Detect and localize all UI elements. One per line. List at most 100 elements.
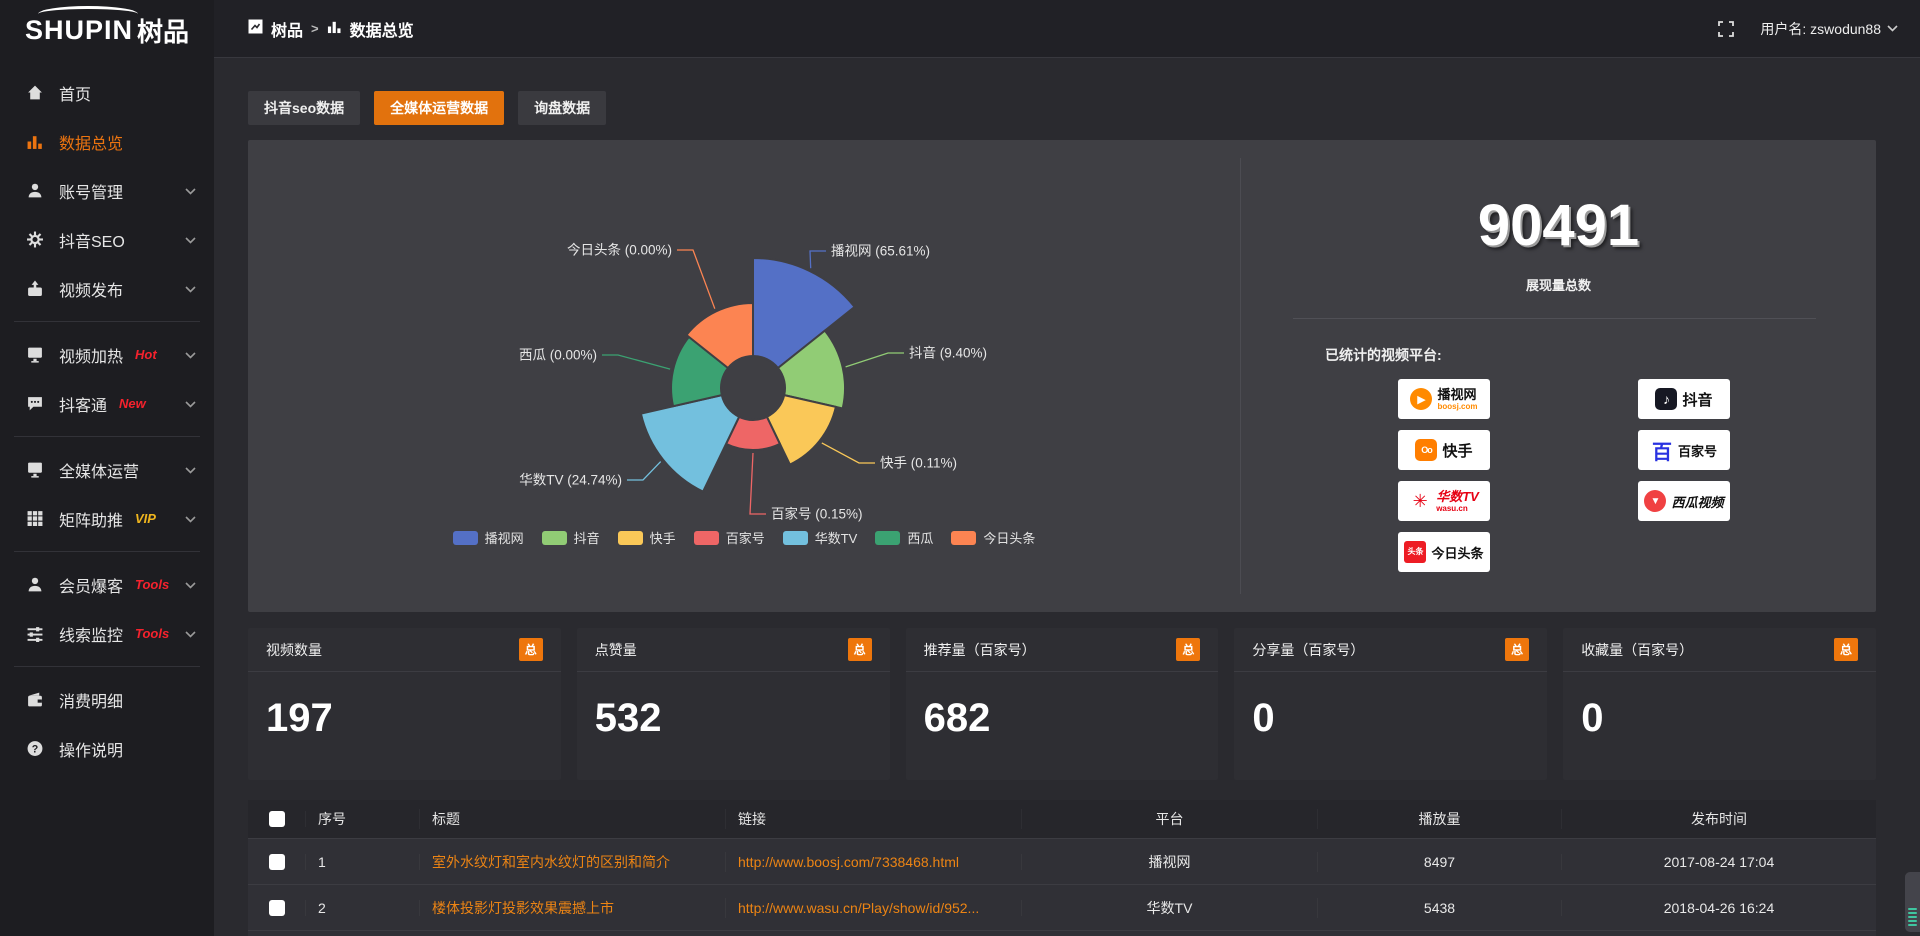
breadcrumb-current-icon bbox=[327, 19, 342, 39]
sidebar-item-home[interactable]: 首页 bbox=[0, 68, 214, 117]
boosj-logo-icon: ▶ bbox=[1410, 388, 1433, 410]
pie-slice-0[interactable] bbox=[752, 256, 857, 370]
sidebar-item-matrix-boost[interactable]: 矩阵助推 VIP bbox=[0, 494, 214, 543]
tab-douyin-seo-data[interactable]: 抖音seo数据 bbox=[248, 91, 361, 125]
platform-badge-kuaishou: Oo 快手 bbox=[1398, 430, 1490, 470]
monitor-icon bbox=[26, 346, 44, 363]
total-badge: 总 bbox=[1833, 638, 1858, 661]
table-row-clipped bbox=[248, 930, 1876, 936]
pie-label-line bbox=[677, 249, 716, 309]
wallet-icon bbox=[26, 691, 44, 708]
row-checkbox[interactable] bbox=[268, 853, 285, 870]
grid-icon bbox=[26, 510, 44, 527]
pie-label-line bbox=[627, 461, 662, 481]
chat-bubble-icon bbox=[26, 395, 44, 412]
sidebar-item-douketong[interactable]: 抖客通 New bbox=[0, 379, 214, 428]
pie-slice-1[interactable] bbox=[776, 329, 846, 410]
pie-label: 抖音 (9.40%) bbox=[909, 345, 987, 361]
video-title-link[interactable]: 室外水纹灯和室内水纹灯的区别和简介 bbox=[420, 851, 726, 872]
sliders-icon bbox=[26, 625, 44, 642]
row-index: 2 bbox=[306, 899, 420, 916]
floating-side-widget[interactable] bbox=[1905, 872, 1920, 932]
sidebar-divider bbox=[14, 666, 200, 667]
table-row: 1 室外水纹灯和室内水纹灯的区别和简介 http://www.boosj.com… bbox=[248, 838, 1876, 884]
pie-label-line bbox=[845, 352, 904, 368]
platforms-label: 已统计的视频平台: bbox=[1325, 347, 1442, 363]
sidebar-item-member-baoke[interactable]: 会员爆客 Tools bbox=[0, 560, 214, 609]
chevron-down-icon bbox=[185, 625, 196, 643]
gear-icon bbox=[26, 231, 44, 248]
legend-chip bbox=[875, 530, 901, 545]
tab-omnimedia-data[interactable]: 全媒体运营数据 bbox=[374, 91, 505, 125]
sidebar-item-lead-monitor[interactable]: 线索监控 Tools bbox=[0, 609, 214, 658]
legend-item[interactable]: 百家号 bbox=[693, 528, 765, 547]
chevron-down-icon bbox=[185, 395, 196, 413]
row-checkbox[interactable] bbox=[268, 899, 285, 916]
breadcrumb-root[interactable]: 树品 bbox=[271, 22, 304, 40]
card-recommendations: 推荐量（百家号）总 682 bbox=[905, 628, 1219, 780]
legend-chip bbox=[951, 530, 977, 545]
pie-label-line bbox=[602, 354, 671, 370]
sidebar-item-data-overview[interactable]: 数据总览 bbox=[0, 117, 214, 166]
sidebar-item-video-heat[interactable]: 视频加热 Hot bbox=[0, 330, 214, 379]
user-icon bbox=[26, 576, 44, 593]
stat-cards: 视频数量总 197 点赞量总 532 推荐量（百家号）总 682 分享量（百家号… bbox=[248, 628, 1876, 780]
legend-chip bbox=[452, 530, 478, 545]
toutiao-logo-icon: 头条 bbox=[1404, 541, 1427, 563]
user-menu[interactable]: 用户名: zswodun88 bbox=[1760, 19, 1898, 39]
row-platform: 华数TV bbox=[1022, 897, 1318, 918]
pie-label: 百家号 (0.15%) bbox=[771, 506, 863, 522]
total-badge: 总 bbox=[847, 638, 872, 661]
baijiahao-logo-icon: 百 bbox=[1650, 439, 1673, 464]
select-all-checkbox[interactable] bbox=[268, 811, 285, 827]
breadcrumb-current[interactable]: 数据总览 bbox=[349, 22, 414, 40]
tab-inquiry-data[interactable]: 询盘数据 bbox=[518, 91, 607, 125]
main-content: 抖音seo数据 全媒体运营数据 询盘数据 播视网 (65.61%) 抖音 (9.4… bbox=[214, 58, 1920, 936]
sidebar-item-instructions[interactable]: ? 操作说明 bbox=[0, 724, 214, 773]
chart-legend: 播视网 抖音 快手 百家号 华数TV 西瓜 今日头条 bbox=[248, 528, 1240, 547]
chevron-down-icon bbox=[185, 231, 196, 249]
logo-text-cn: 树品 bbox=[137, 16, 190, 47]
pie-slice-6[interactable] bbox=[685, 301, 754, 370]
chevron-down-icon bbox=[185, 510, 196, 528]
sidebar-divider bbox=[14, 436, 200, 437]
pie-label-line bbox=[821, 442, 875, 464]
sidebar-item-video-publish[interactable]: 视频发布 bbox=[0, 264, 214, 313]
legend-item[interactable]: 抖音 bbox=[541, 528, 600, 547]
pie-slice-4[interactable] bbox=[639, 393, 741, 493]
legend-item[interactable]: 播视网 bbox=[452, 528, 524, 547]
sidebar-item-douyin-seo[interactable]: 抖音SEO bbox=[0, 215, 214, 264]
video-url-link[interactable]: http://www.boosj.com/7338468.html bbox=[726, 853, 1022, 870]
question-icon: ? bbox=[26, 740, 44, 757]
rose-chart-area: 播视网 (65.61%) 抖音 (9.40%) 快手 (0.11%) 百家号 (0.1… bbox=[248, 140, 1240, 612]
platforms-grid: ▶ 播视网 boosj.com ♪ 抖音 Oo 快手 百 百家号 ✳ 华数TV bbox=[1398, 379, 1876, 572]
video-title-link[interactable]: 楼体投影灯投影效果震撼上市 bbox=[420, 897, 726, 918]
total-badge: 总 bbox=[1176, 638, 1201, 661]
legend-chip bbox=[617, 530, 643, 545]
topbar: 树品 > 数据总览 用户名: zswodun88 bbox=[214, 0, 1920, 58]
legend-item[interactable]: 华数TV bbox=[782, 528, 857, 547]
kuaishou-logo-icon: Oo bbox=[1415, 439, 1438, 461]
legend-item[interactable]: 西瓜 bbox=[875, 528, 933, 547]
fullscreen-icon[interactable] bbox=[1718, 20, 1735, 37]
legend-item[interactable]: 快手 bbox=[617, 528, 676, 547]
chevron-down-icon bbox=[185, 461, 196, 479]
row-date: 2017-08-24 17:04 bbox=[1663, 853, 1775, 870]
pie-label: 华数TV (24.74%) bbox=[519, 473, 622, 488]
total-badge: 总 bbox=[518, 638, 543, 661]
pie-label-line bbox=[749, 452, 766, 515]
platform-badge-douyin: ♪ 抖音 bbox=[1638, 379, 1730, 419]
legend-item[interactable]: 今日头条 bbox=[951, 528, 1035, 547]
pie-label: 西瓜 (0.00%) bbox=[519, 348, 597, 363]
platform-badge-toutiao: 头条 今日头条 bbox=[1398, 532, 1490, 572]
platform-badge-boosj: ▶ 播视网 boosj.com bbox=[1398, 379, 1490, 419]
overview-panel: 播视网 (65.61%) 抖音 (9.40%) 快手 (0.11%) 百家号 (0.1… bbox=[248, 140, 1876, 612]
pie-slice-2[interactable] bbox=[765, 393, 838, 466]
sidebar-item-omnimedia[interactable]: 全媒体运营 bbox=[0, 445, 214, 494]
sidebar-item-spending-detail[interactable]: 消费明细 bbox=[0, 675, 214, 724]
video-url-link[interactable]: http://www.wasu.cn/Play/show/id/952... bbox=[726, 899, 1022, 916]
sidebar-item-accounts[interactable]: 账号管理 bbox=[0, 166, 214, 215]
breadcrumb-separator: > bbox=[311, 21, 319, 36]
data-tabs: 抖音seo数据 全媒体运营数据 询盘数据 bbox=[248, 91, 607, 125]
vip-badge: VIP bbox=[135, 511, 156, 526]
